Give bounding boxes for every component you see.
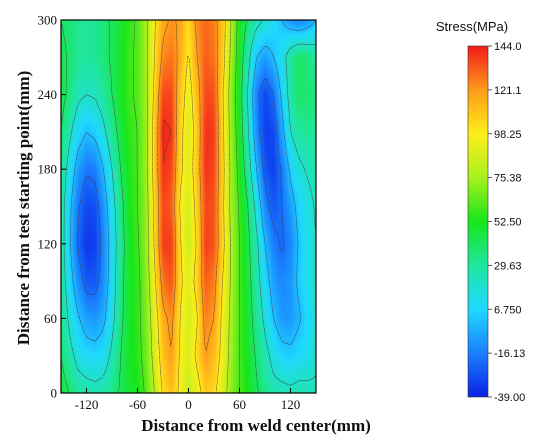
colorbar-title: Stress(MPa) — [436, 19, 508, 34]
x-tick-label: 60 — [233, 397, 246, 412]
colorbar-ticks: 144.0 121.1 98.25 75.38 52.50 29.63 6.750 -16.1… — [488, 41, 525, 404]
colorbar-tick-label: 98.25 — [494, 129, 522, 141]
colorbar: Stress(MPa) 144.0 121.1 98.25 75.38 52.50 29.… — [436, 19, 525, 404]
colorbar-scale — [467, 45, 489, 398]
contour-line — [77, 78, 285, 296]
y-tick-label: 300 — [38, 13, 58, 28]
y-tick-label: 120 — [38, 236, 58, 251]
contour-line — [152, 21, 226, 392]
x-tick-label: -60 — [129, 397, 146, 412]
colorbar-tick-label: 144.0 — [494, 41, 522, 53]
contour-line — [157, 21, 219, 351]
colorbar-tick-label: 29.63 — [494, 260, 522, 272]
contour-line — [63, 21, 316, 386]
contour-lines — [61, 21, 316, 392]
colorbar-tick-label: -16.13 — [494, 348, 525, 360]
stress-heatmap-image — [61, 20, 316, 393]
colorbar-tick-label: -39.00 — [494, 392, 525, 404]
colorbar-tick-label: 75.38 — [494, 173, 522, 185]
x-tick-label: 0 — [185, 397, 192, 412]
contour-line — [147, 21, 232, 392]
y-tick-label: 0 — [51, 386, 58, 401]
y-tick-label: 60 — [44, 311, 57, 326]
y-axis-title: Distance from test starting point(mm) — [14, 71, 33, 345]
y-axis-ticks: 0 60 120 180 240 300 — [38, 13, 66, 401]
x-tick-label: 120 — [281, 397, 301, 412]
colorbar-tick-label: 6.750 — [494, 304, 522, 316]
x-tick-label: -120 — [75, 397, 99, 412]
y-tick-label: 180 — [38, 162, 58, 177]
contour-line — [61, 21, 259, 392]
contour-line — [162, 120, 171, 163]
x-axis-ticks: -120 -60 0 60 120 — [75, 388, 301, 412]
y-tick-label: 240 — [38, 87, 58, 102]
plot-area — [61, 20, 316, 393]
colorbar-tick-label: 52.50 — [494, 217, 522, 229]
contour-line — [133, 21, 240, 392]
contour-line — [69, 21, 316, 345]
colorbar-tick-label: 121.1 — [494, 85, 522, 97]
x-axis-title: Distance from weld center(mm) — [141, 416, 371, 435]
